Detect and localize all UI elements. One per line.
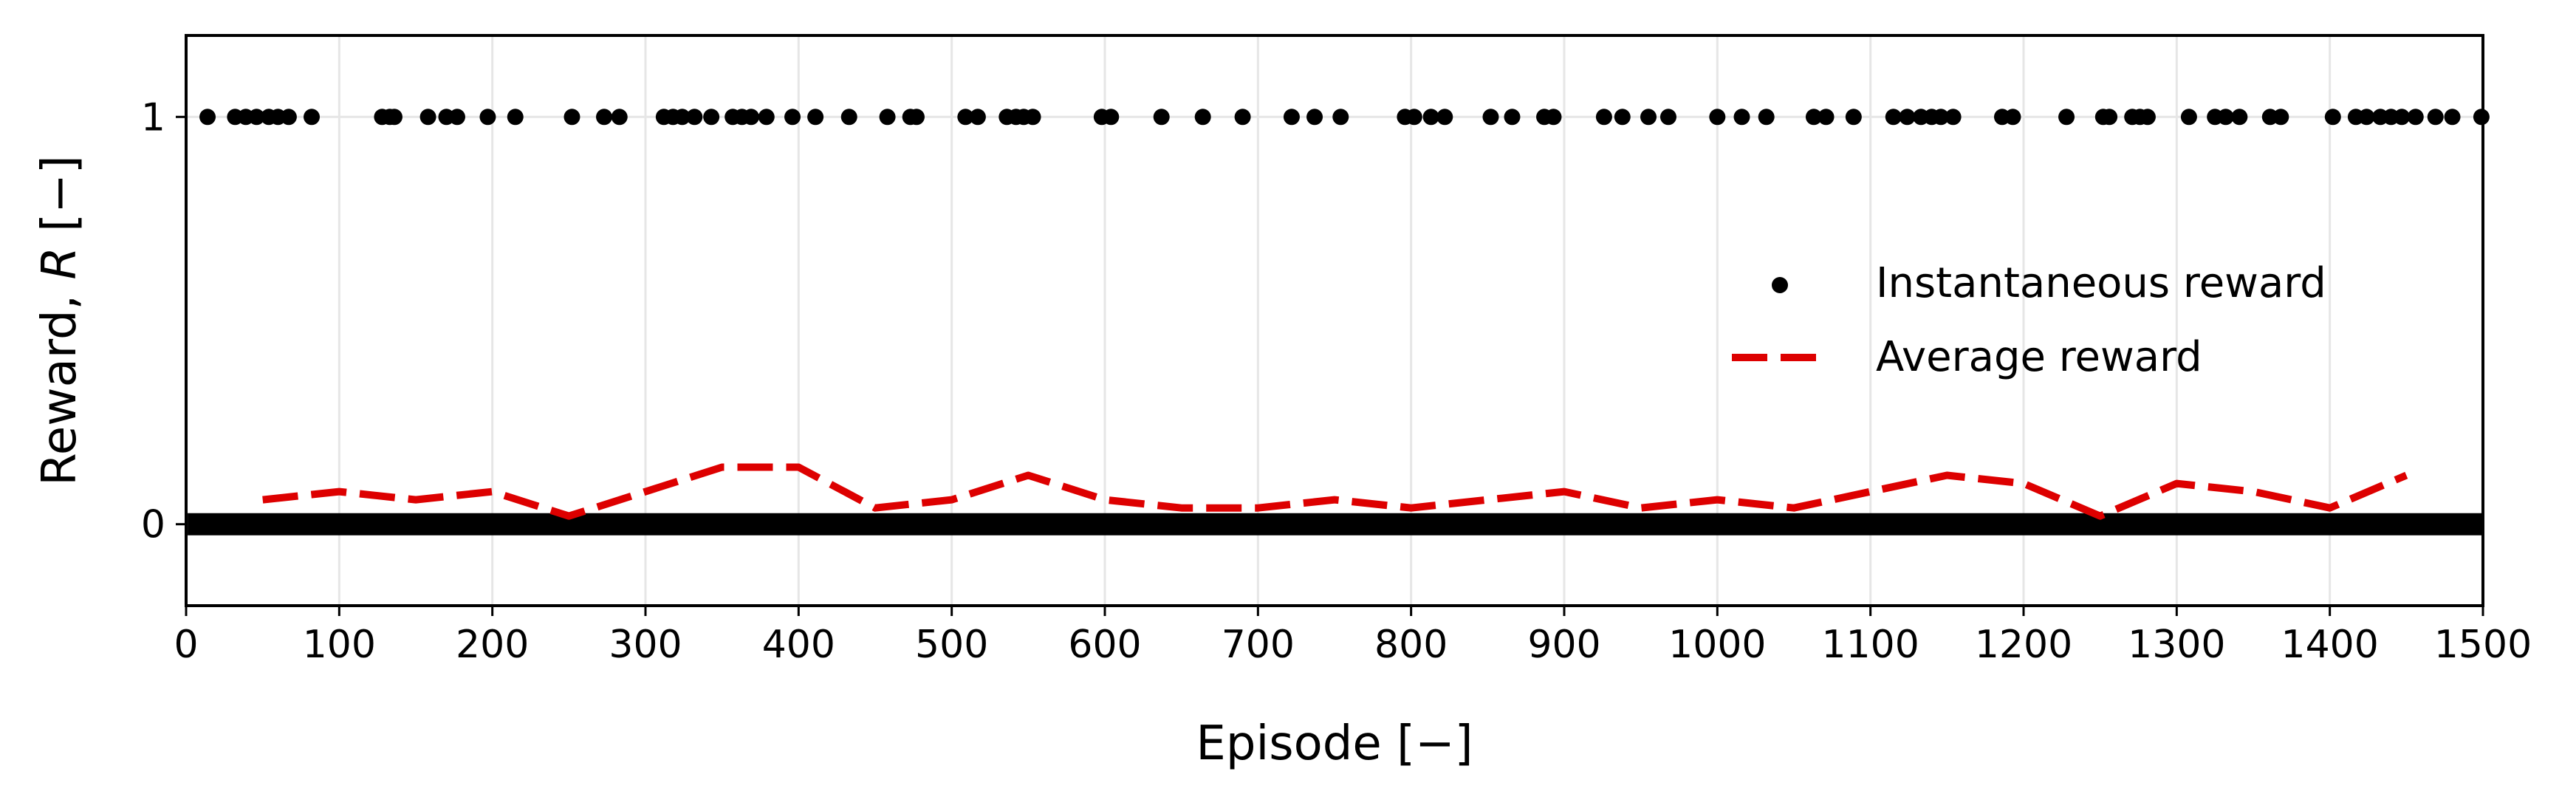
instantaneous-reward-point — [1805, 109, 1822, 126]
y-axis-label: Reward, R [−] — [32, 155, 87, 485]
instantaneous-reward-point — [2407, 109, 2424, 126]
x-tick-label: 1200 — [1975, 623, 2072, 667]
instantaneous-reward-point — [280, 109, 297, 126]
instantaneous-reward-point — [1504, 109, 1521, 126]
x-tick-label: 800 — [1374, 623, 1448, 667]
instantaneous-reward-point — [1945, 109, 1962, 126]
legend-marker-instantaneous — [1772, 277, 1788, 293]
instantaneous-reward-point — [879, 109, 896, 126]
instantaneous-reward-point — [784, 109, 801, 126]
instantaneous-reward-point — [1614, 109, 1631, 126]
y-axis-label-symbol: R — [32, 247, 87, 279]
instantaneous-reward-point — [1885, 109, 1902, 126]
x-tick-label: 600 — [1068, 623, 1141, 667]
y-axis-label-prefix: Reward, — [32, 280, 87, 486]
instantaneous-reward-point — [1899, 109, 1916, 126]
instantaneous-reward-point — [1153, 109, 1170, 126]
instantaneous-reward-point — [2272, 109, 2289, 126]
x-tick-label: 500 — [915, 623, 988, 667]
instantaneous-reward-point — [479, 109, 496, 126]
instantaneous-reward-point — [1306, 109, 1323, 126]
instantaneous-reward-point — [611, 109, 628, 126]
x-tick-label: 300 — [609, 623, 682, 667]
instantaneous-reward-point — [674, 109, 691, 126]
instantaneous-reward-point — [807, 109, 824, 126]
instantaneous-reward-point — [1709, 109, 1726, 126]
instantaneous-reward-point — [248, 109, 265, 126]
y-axis-label-suffix: [−] — [32, 155, 87, 247]
x-tick-label: 1400 — [2281, 623, 2378, 667]
x-tick-label: 100 — [303, 623, 376, 667]
average-reward-line — [262, 463, 2408, 520]
instantaneous-reward-point — [507, 109, 524, 126]
instantaneous-reward-point — [2358, 109, 2375, 126]
instantaneous-reward-point — [743, 109, 760, 126]
instantaneous-reward-point — [2180, 109, 2197, 126]
instantaneous-reward-point — [1422, 109, 1439, 126]
x-tick-label: 700 — [1222, 623, 1295, 667]
instantaneous-reward-point — [2101, 109, 2118, 126]
instantaneous-reward-point — [596, 109, 613, 126]
x-tick-label: 400 — [762, 623, 835, 667]
instantaneous-reward-point — [1405, 109, 1422, 126]
instantaneous-reward-point — [840, 109, 857, 126]
instantaneous-reward-point — [1595, 109, 1612, 126]
instantaneous-reward-point — [957, 109, 974, 126]
instantaneous-reward-point — [448, 109, 465, 126]
y-tick-label: 1 — [141, 95, 165, 140]
instantaneous-reward-point — [2004, 109, 2021, 126]
instantaneous-reward-point — [969, 109, 986, 126]
legend: Instantaneous reward Average reward — [1732, 259, 2326, 381]
instantaneous-reward-point — [386, 109, 402, 126]
y-tick-label: 0 — [141, 503, 165, 547]
instantaneous-reward-point — [2058, 109, 2075, 126]
legend-label-average: Average reward — [1876, 333, 2202, 381]
data-layer — [188, 109, 2490, 535]
instantaneous-reward-point — [1283, 109, 1300, 126]
instantaneous-reward-point — [1234, 109, 1251, 126]
instantaneous-reward-point — [1194, 109, 1211, 126]
instantaneous-reward-point — [199, 109, 216, 126]
instantaneous-reward-point — [1818, 109, 1835, 126]
x-tick-label: 1000 — [1668, 623, 1766, 667]
instantaneous-reward-point — [1103, 109, 1120, 126]
instantaneous-reward-point — [2139, 109, 2156, 126]
x-tick-label: 0 — [174, 623, 198, 667]
x-tick-label: 200 — [456, 623, 529, 667]
x-axis-label: Episode [−] — [1196, 716, 1473, 771]
instantaneous-reward-point — [1733, 109, 1750, 126]
instantaneous-reward-point — [2324, 109, 2341, 126]
x-tick-label: 1300 — [2128, 623, 2225, 667]
instantaneous-reward-point — [1933, 109, 1950, 126]
instantaneous-reward-point — [1640, 109, 1657, 126]
instantaneous-reward-point — [1024, 109, 1041, 126]
instantaneous-reward-point — [1545, 109, 1562, 126]
x-tick-label: 900 — [1527, 623, 1600, 667]
instantaneous-reward-point — [2444, 109, 2461, 126]
instantaneous-reward-point — [758, 109, 775, 126]
ticks: 0 100 200 300 400 500 600 700 800 900 1000 1100 1200… — [141, 95, 2532, 667]
x-tick-label: 1500 — [2434, 623, 2532, 667]
x-tick-label: 1100 — [1821, 623, 1919, 667]
instantaneous-reward-point — [1758, 109, 1775, 126]
instantaneous-reward-point — [1482, 109, 1499, 126]
instantaneous-reward-point — [1659, 109, 1676, 126]
instantaneous-reward-point — [2231, 109, 2248, 126]
instantaneous-reward-point — [2394, 109, 2411, 126]
instantaneous-reward-point — [1845, 109, 1862, 126]
plot-frame — [185, 34, 2484, 607]
instantaneous-reward-point — [564, 109, 580, 126]
instantaneous-reward-point — [686, 109, 703, 126]
instantaneous-reward-point — [2427, 109, 2444, 126]
instantaneous-reward-point — [703, 109, 720, 126]
instantaneous-reward-point — [2217, 109, 2234, 126]
instantaneous-reward-point — [419, 109, 436, 126]
instantaneous-reward-point — [1332, 109, 1349, 126]
instantaneous-reward-point — [1436, 109, 1453, 126]
instantaneous-reward-point — [2473, 109, 2490, 126]
instantaneous-reward-point — [304, 109, 321, 126]
legend-label-instantaneous: Instantaneous reward — [1876, 259, 2326, 307]
instantaneous-reward-point — [908, 109, 925, 126]
